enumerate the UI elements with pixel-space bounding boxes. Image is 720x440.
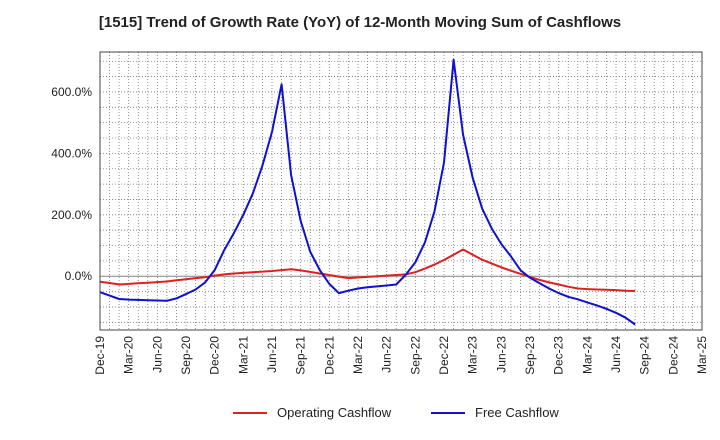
x-tick-label: Sep-22 [408,336,422,375]
x-tick-label: Dec-20 [208,336,222,375]
series-line-free-cashflow [99,58,636,326]
x-tick-label: Mar-23 [466,336,480,374]
x-tick-label: Sep-24 [638,336,652,375]
x-tick-label: Mar-20 [122,336,136,374]
x-tick-label: Mar-22 [351,336,365,374]
x-tick-label: Jun-22 [380,336,394,373]
x-tick-label: Jun-24 [609,336,623,373]
y-tick-label: 200.0% [51,208,92,222]
x-tick-label: Sep-23 [523,336,537,375]
y-tick-label: 0.0% [65,269,93,283]
legend-item-operating-cashflow: Operating Cashflow [233,405,391,420]
x-tick-label: Sep-20 [179,336,193,375]
x-tick-label: Dec-23 [552,336,566,375]
legend-label-free-cashflow: Free Cashflow [475,405,559,420]
legend-item-free-cashflow: Free Cashflow [431,405,559,420]
series-layer [99,58,636,326]
x-tick-label: Dec-21 [322,336,336,375]
plot-border [99,51,703,331]
x-tick-label: Dec-22 [437,336,451,375]
plot-area [100,52,702,330]
y-tick-label: 600.0% [51,85,92,99]
x-tick-label: Sep-21 [294,336,308,375]
x-tick-label: Dec-19 [93,336,107,375]
legend-label-operating-cashflow: Operating Cashflow [277,405,392,420]
y-axis-tick-labels: 0.0% 200.0% 400.0% 600.0% [51,85,92,283]
x-axis-tick-labels: Dec-19 Mar-20 Jun-20 Sep-20 Dec-20 Mar-21 Jun-… [93,336,709,375]
x-tick-label: Jun-23 [494,336,508,373]
x-tick-label: Jun-21 [265,336,279,373]
legend-swatch-operating-cashflow [233,411,267,414]
chart-title: [1515] Trend of Growth Rate (YoY) of 12-… [98,14,622,31]
series-line-operating-cashflow [99,248,636,292]
legend-swatch-free-cashflow [431,411,465,414]
plot-background [100,52,702,330]
x-tick-label: Mar-24 [580,336,594,374]
x-tick-label: Mar-21 [236,336,250,374]
y-tick-label: 400.0% [51,146,92,160]
legend: Operating Cashflow Free Cashflow [0,405,720,425]
x-tick-label: Dec-24 [666,336,680,375]
x-tick-label: Jun-20 [150,336,164,373]
plot-frame [99,51,703,331]
x-tick-label: Mar-25 [695,336,709,374]
